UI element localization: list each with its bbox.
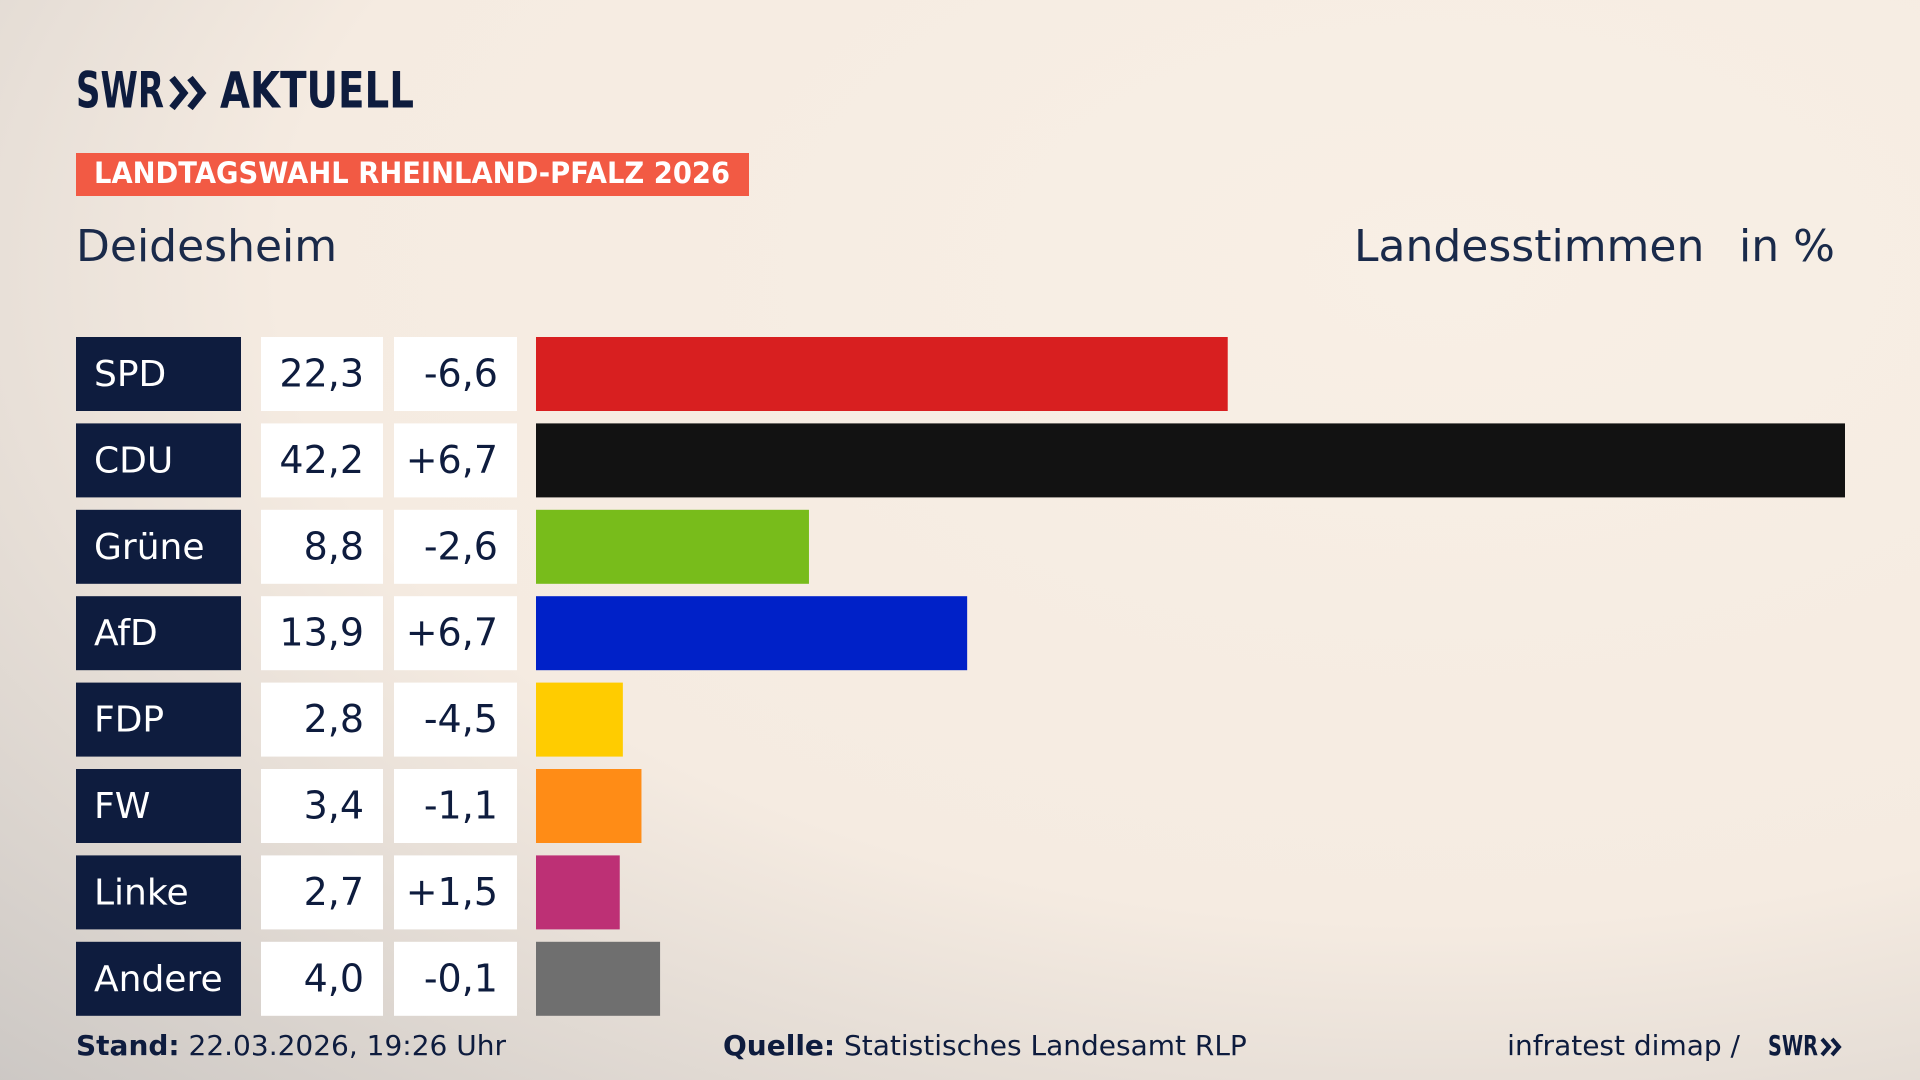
change-label: -6,6 xyxy=(424,352,498,396)
bar xyxy=(536,596,968,671)
value-box xyxy=(261,941,383,1016)
change-label: -4,5 xyxy=(424,697,498,741)
change-box xyxy=(394,769,517,843)
source-label: Quelle: xyxy=(723,1029,835,1062)
party-box xyxy=(76,941,241,1016)
stand: 22.03.2026, 19:26 Uhr xyxy=(189,1029,507,1062)
value-label: 13,9 xyxy=(279,611,364,655)
party-label: FW xyxy=(94,786,150,827)
stand-label: Stand: xyxy=(76,1029,180,1062)
value-label: 2,8 xyxy=(304,697,364,741)
value-label: 8,8 xyxy=(304,524,364,568)
party-box xyxy=(76,337,241,411)
party-box xyxy=(76,596,241,671)
party-box xyxy=(76,423,241,498)
change-label: -0,1 xyxy=(424,956,498,1000)
bar xyxy=(536,682,623,757)
bar xyxy=(536,855,620,930)
value-label: 3,4 xyxy=(304,784,364,828)
value-label: 4,0 xyxy=(304,956,364,1000)
value-box xyxy=(261,682,383,757)
footer-stand: Stand: 22.03.2026, 19:26 Uhr xyxy=(76,1029,506,1062)
credit-chevrons xyxy=(1820,1037,1842,1057)
party-label: Andere xyxy=(94,959,223,1000)
change-box xyxy=(394,941,517,1016)
source: Statistisches Landesamt RLP xyxy=(844,1029,1247,1062)
value-label: 42,2 xyxy=(279,438,364,482)
unit: in % xyxy=(1739,221,1835,272)
rows: SPD 22,3 -6,6 CDU 42,2 +6,7 Grüne 8,8 -2,6 AfD 13,… xyxy=(76,337,1845,1016)
value-label: 2,7 xyxy=(304,870,364,914)
party-label: FDP xyxy=(94,700,164,741)
logo-text: SWR xyxy=(76,62,164,120)
bar xyxy=(536,509,809,584)
value-title: Landesstimmen xyxy=(1354,221,1704,272)
value-box xyxy=(261,337,383,411)
party-label: Linke xyxy=(94,872,189,913)
bar xyxy=(536,769,642,843)
change-label: -2,6 xyxy=(424,524,498,568)
change-label: -1,1 xyxy=(424,784,498,828)
change-box xyxy=(394,423,517,498)
value-box xyxy=(261,596,383,671)
change-box xyxy=(394,855,517,930)
change-box xyxy=(394,596,517,671)
bar xyxy=(536,423,1845,498)
logo-chevrons xyxy=(169,75,207,111)
credit-logo: SWR xyxy=(1768,1029,1818,1062)
value-box xyxy=(261,769,383,843)
bar xyxy=(536,941,661,1016)
party-label: AfD xyxy=(94,613,158,654)
badge xyxy=(76,153,749,196)
change-label: +1,5 xyxy=(406,870,498,914)
party-box xyxy=(76,769,241,843)
subtitle: Deidesheim xyxy=(76,221,337,272)
change-box xyxy=(394,337,517,411)
party-label: CDU xyxy=(94,440,173,481)
change-box xyxy=(394,509,517,584)
value-box xyxy=(261,509,383,584)
badge-text: LANDTAGSWAHL RHEINLAND-PFALZ 2026 xyxy=(94,156,730,190)
logo-suffix: AKTUELL xyxy=(220,62,414,120)
party-box xyxy=(76,682,241,757)
party-box xyxy=(76,509,241,584)
party-label: Grüne xyxy=(94,527,204,568)
footer-source: Quelle: Statistisches Landesamt RLP xyxy=(723,1029,1247,1062)
value-box xyxy=(261,855,383,930)
party-label: SPD xyxy=(94,354,166,395)
value-box xyxy=(261,423,383,498)
change-label: +6,7 xyxy=(406,438,498,482)
value-label: 22,3 xyxy=(279,352,364,396)
party-box xyxy=(76,855,241,930)
change-box xyxy=(394,682,517,757)
change-label: +6,7 xyxy=(406,611,498,655)
credit: infratest dimap / xyxy=(1507,1029,1740,1062)
bar xyxy=(536,337,1228,411)
